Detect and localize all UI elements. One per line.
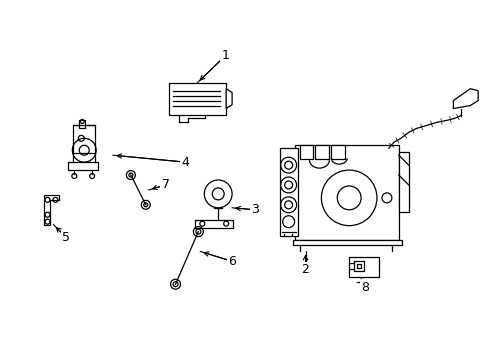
Bar: [279, 148, 297, 235]
Bar: [79, 121, 85, 129]
Bar: [168, 83, 225, 114]
Bar: [348, 257, 378, 277]
Polygon shape: [452, 89, 477, 109]
Text: 1: 1: [221, 49, 228, 63]
Text: 8: 8: [360, 281, 368, 294]
Polygon shape: [43, 195, 60, 225]
Bar: [356, 264, 360, 268]
Bar: [331, 145, 345, 159]
Text: 3: 3: [250, 203, 258, 216]
Text: 7: 7: [161, 179, 169, 192]
Text: 4: 4: [181, 156, 189, 168]
Text: 5: 5: [62, 231, 70, 244]
Bar: [315, 145, 328, 159]
Bar: [353, 261, 364, 271]
Text: 6: 6: [228, 255, 236, 268]
Bar: [398, 152, 408, 212]
Bar: [73, 125, 95, 153]
Bar: [292, 239, 401, 246]
Bar: [195, 220, 233, 228]
Bar: [294, 145, 398, 239]
Bar: [68, 162, 98, 170]
Bar: [299, 145, 313, 159]
Polygon shape: [225, 89, 232, 109]
Text: 2: 2: [301, 263, 309, 276]
